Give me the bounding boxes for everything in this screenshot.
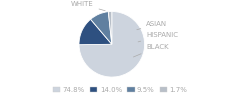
Text: WHITE: WHITE [71,1,105,11]
Text: HISPANIC: HISPANIC [138,32,178,42]
Wedge shape [90,12,112,44]
Wedge shape [108,12,112,44]
Text: BLACK: BLACK [133,44,169,57]
Wedge shape [79,12,144,77]
Text: ASIAN: ASIAN [137,21,167,30]
Wedge shape [79,19,112,45]
Legend: 74.8%, 14.0%, 9.5%, 1.7%: 74.8%, 14.0%, 9.5%, 1.7% [50,84,190,96]
